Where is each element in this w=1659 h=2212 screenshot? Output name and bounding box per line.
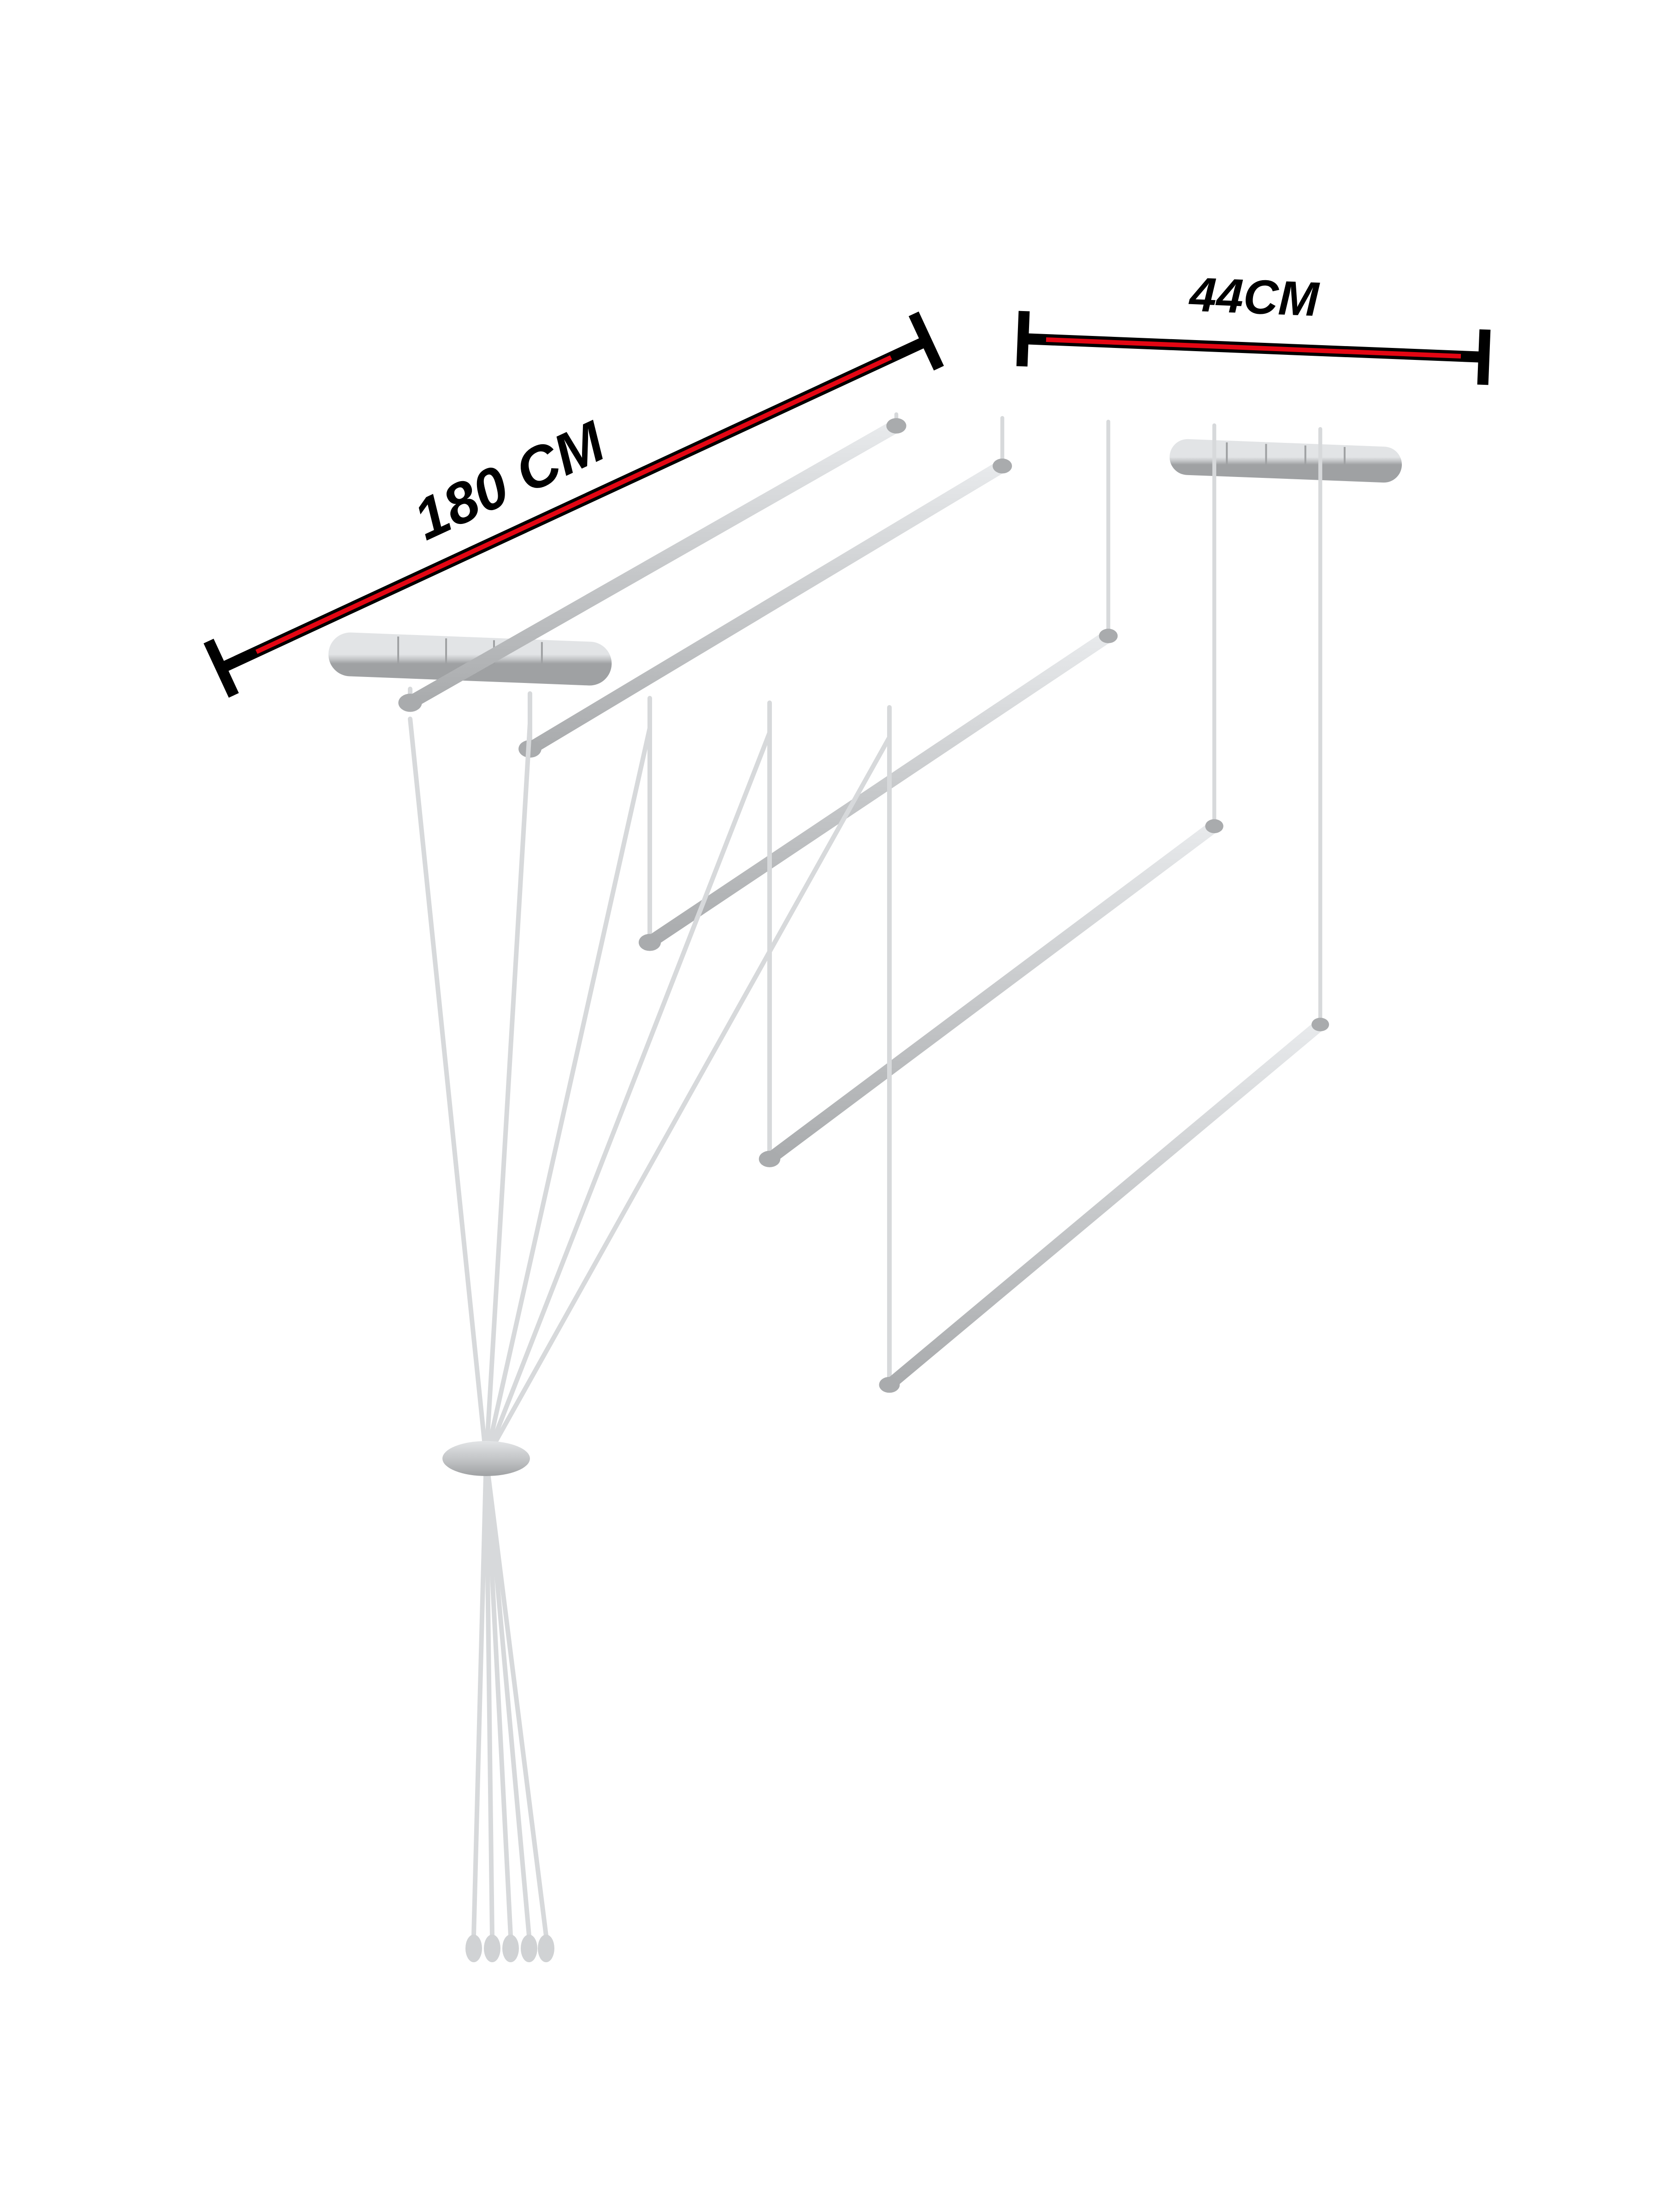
- cord-weight: [538, 1935, 554, 1962]
- cord-weight: [502, 1935, 519, 1962]
- cord-weight: [521, 1935, 537, 1962]
- mount-bracket: [1188, 457, 1384, 465]
- cord-weight: [465, 1935, 482, 1962]
- cord-gather-bead: [442, 1441, 530, 1476]
- dimension-width-label: 44CM: [1188, 267, 1321, 326]
- cord-weight: [484, 1935, 500, 1962]
